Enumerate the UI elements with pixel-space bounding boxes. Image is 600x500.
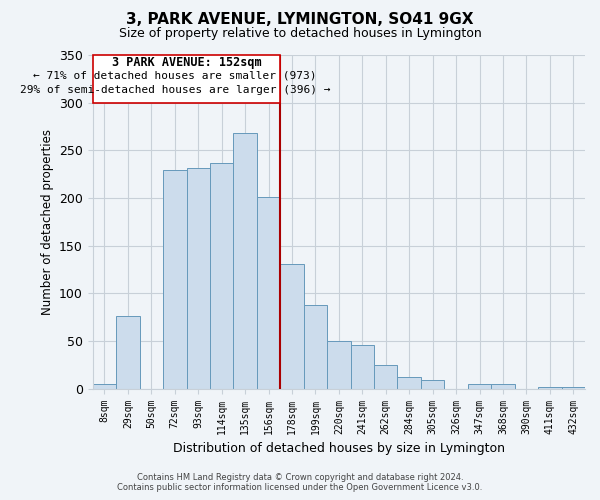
Bar	[468, 384, 491, 388]
Text: 3, PARK AVENUE, LYMINGTON, SO41 9GX: 3, PARK AVENUE, LYMINGTON, SO41 9GX	[126, 12, 474, 28]
FancyBboxPatch shape	[93, 55, 280, 102]
Bar	[491, 384, 515, 388]
Bar	[163, 170, 187, 388]
Bar	[280, 264, 304, 388]
Bar	[210, 162, 233, 388]
Bar	[233, 133, 257, 388]
Bar	[538, 387, 562, 388]
Text: ← 71% of detached houses are smaller (973): ← 71% of detached houses are smaller (97…	[33, 71, 317, 81]
Bar	[421, 380, 445, 388]
Bar	[257, 197, 280, 388]
Bar	[187, 168, 210, 388]
Bar	[116, 316, 140, 388]
Bar	[304, 305, 327, 388]
Text: Size of property relative to detached houses in Lymington: Size of property relative to detached ho…	[119, 28, 481, 40]
Bar	[374, 365, 397, 388]
X-axis label: Distribution of detached houses by size in Lymington: Distribution of detached houses by size …	[173, 442, 505, 455]
Bar	[93, 384, 116, 388]
Text: 29% of semi-detached houses are larger (396) →: 29% of semi-detached houses are larger (…	[20, 86, 330, 96]
Y-axis label: Number of detached properties: Number of detached properties	[41, 129, 53, 315]
Bar	[327, 341, 350, 388]
Bar	[397, 378, 421, 388]
Text: Contains HM Land Registry data © Crown copyright and database right 2024.
Contai: Contains HM Land Registry data © Crown c…	[118, 473, 482, 492]
Text: 3 PARK AVENUE: 152sqm: 3 PARK AVENUE: 152sqm	[112, 56, 262, 69]
Bar	[562, 387, 585, 388]
Bar	[350, 345, 374, 389]
